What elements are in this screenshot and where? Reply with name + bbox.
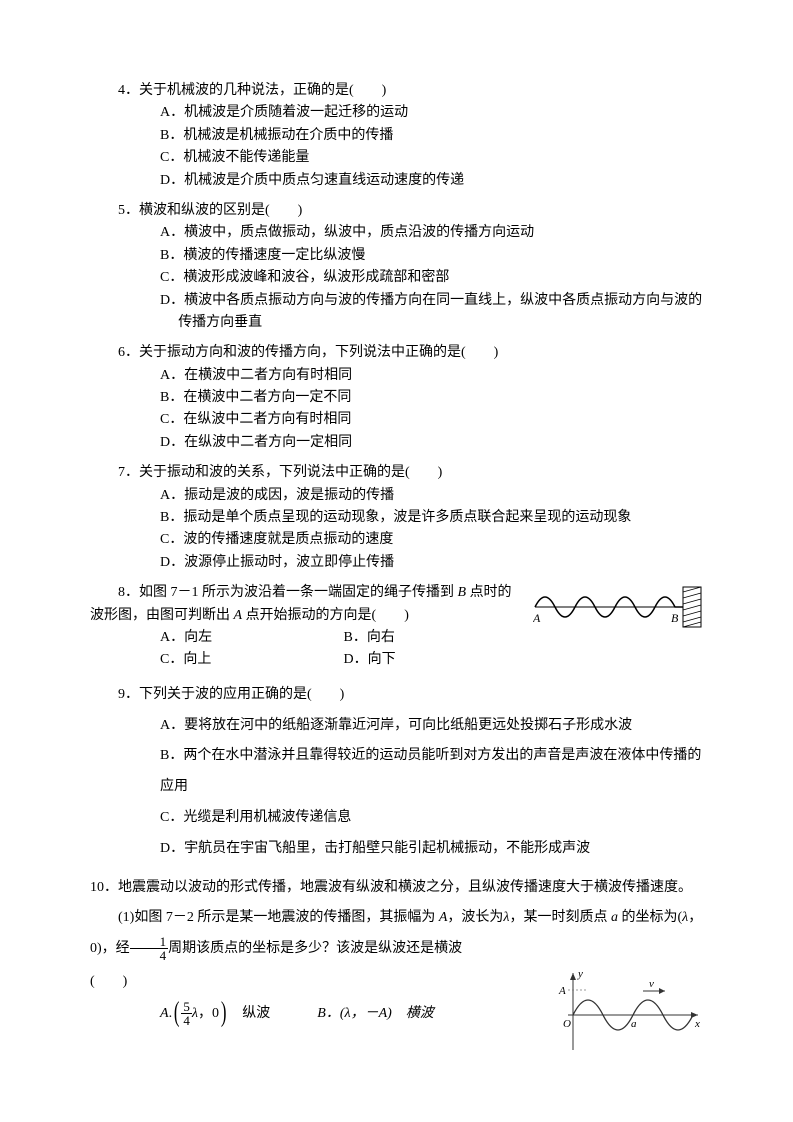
q10-stem: 10．地震震动以波动的形式传播，地震波有纵波和横波之分，且纵波传播速度大于横波传… [90,873,703,904]
question-4: 4．关于机械波的几种说法，正确的是( ) A．机械波是介质随着波一起迁移的运动 … [90,80,703,192]
sine-chart-icon: A O x y a v [553,965,703,1055]
q8-stem-A: A [234,608,243,623]
q5-optD: D．横波中各质点振动方向与波的传播方向在同一直线上，纵波中各质点振动方向与波的传… [108,290,703,335]
q6-optA: A．在横波中二者方向有时相同 [90,365,703,387]
q4-optC: C．机械波不能传递能量 [90,147,703,169]
q9-optC: C．光缆是利用机械波传递信息 [90,803,703,834]
q8-optA: A．向左 [160,627,340,649]
question-5: 5．横波和纵波的区别是( ) A．横波中，质点做振动，纵波中，质点沿波的传播方向… [90,200,703,334]
q7-optD: D．波源停止振动时，波立即停止传播 [90,552,703,574]
q10-sub1-a: a [611,910,618,925]
q4-optB: B．机械波是机械振动在介质中的传播 [90,125,703,147]
q10-optA-label: A [160,1006,169,1021]
question-6: 6．关于振动方向和波的传播方向，下列说法中正确的是( ) A．在横波中二者方向有… [90,342,703,454]
q8-row1: A．向左 B．向右 [90,627,703,649]
q10-sub1e: ，某一时刻质点 [509,910,611,925]
q7-optA: A．振动是波的成因，波是振动的传播 [90,485,703,507]
q10-optA-zero: 0 [212,1006,219,1021]
q6-optC: C．在纵波中二者方向有时相同 [90,409,703,431]
q10-optB: B．(λ，－A) 横波 [317,1006,434,1021]
q10-sub1c: ，波长为 [447,910,503,925]
q5-optB: B．横波的传播速度一定比纵波慢 [90,245,703,267]
q8-stem-text1: 8．如图 7－1 所示为波沿着一条一端固定的绳子传播到 [118,585,458,600]
svg-text:B: B [671,611,679,625]
q7-optC: C．波的传播速度就是质点振动的速度 [90,529,703,551]
q5-stem: 5．横波和纵波的区别是( ) [90,200,703,222]
q7-stem: 7．关于振动和波的关系，下列说法中正确的是( ) [90,462,703,484]
q10-optA: A.(54λ，0) 纵波 [160,1006,274,1021]
q4-optD: D．机械波是介质中质点匀速直线运动速度的传递 [90,170,703,192]
svg-text:y: y [577,968,583,980]
q10-sub1j: 周期该质点的坐标是多少？该波是纵波还是横波 [168,941,462,956]
q4-stem: 4．关于机械波的几种说法，正确的是( ) [90,80,703,102]
q7-optB: B．振动是单个质点呈现的运动现象，波是许多质点联合起来呈现的运动现象 [90,507,703,529]
question-10: 10．地震震动以波动的形式传播，地震波有纵波和横波之分，且纵波传播速度大于横波传… [90,873,703,1055]
svg-text:A: A [533,611,541,625]
fraction-1-4: 14 [130,935,169,962]
q10-sub1g: 的坐标为( [618,910,682,925]
q8-figure: A B [533,584,703,630]
q8-row2: C．向上 D．向下 [90,649,703,671]
svg-text:v: v [649,978,654,990]
question-7: 7．关于振动和波的关系，下列说法中正确的是( ) A．振动是波的成因，波是振动的… [90,462,703,574]
q4-optA: A．机械波是介质随着波一起迁移的运动 [90,102,703,124]
q8-stem-B: B [458,585,467,600]
q5-optC: C．横波形成波峰和波谷，纵波形成疏部和密部 [90,267,703,289]
wave-icon: A B [533,584,703,630]
q5-optA: A．横波中，质点做振动，纵波中，质点沿波的传播方向运动 [90,222,703,244]
q6-optB: B．在横波中二者方向一定不同 [90,387,703,409]
q8-optB: B．向右 [344,627,524,649]
q9-stem: 9．下列关于波的应用正确的是( ) [90,680,703,711]
svg-text:A: A [558,985,566,997]
svg-text:x: x [694,1018,700,1030]
q10-optA-lambda: λ [192,1006,198,1021]
q10-figure: A O x y a v [553,965,703,1055]
svg-text:a: a [631,1018,637,1030]
q10-sub1: (1)如图 7－2 所示是某一地震波的传播图，其振幅为 A，波长为λ，某一时刻质… [90,903,703,965]
q9-optD: D．宇航员在宇宙飞船里，击打船壁只能引起机械振动，不能形成声波 [90,834,703,865]
svg-text:O: O [563,1018,571,1030]
q10-sub1a: (1)如图 7－2 所示是某一地震波的传播图，其振幅为 [118,910,439,925]
question-8: A B 8．如图 7－1 所示为波沿着一条一端固定的绳子传播到 B 点时的波形图… [90,582,703,672]
fraction-5-4: 54 [181,1000,192,1027]
q9-optB: B．两个在水中潜泳并且靠得较近的运动员能听到对方发出的声音是声波在液体中传播的应… [90,741,703,803]
q9-optA: A．要将放在河中的纸船逐渐靠近河岸，可向比纸船更远处投掷石子形成水波 [90,711,703,742]
q10-optA-suffix: 纵波 [228,1006,270,1021]
q8-optD: D．向下 [344,649,524,671]
q6-optD: D．在纵波中二者方向一定相同 [90,432,703,454]
q8-optC: C．向上 [160,649,340,671]
q6-stem: 6．关于振动方向和波的传播方向，下列说法中正确的是( ) [90,342,703,364]
question-9: 9．下列关于波的应用正确的是( ) A．要将放在河中的纸船逐渐靠近河岸，可向比纸… [90,680,703,865]
q8-stem-text2c: 点开始振动的方向是( ) [242,608,409,623]
